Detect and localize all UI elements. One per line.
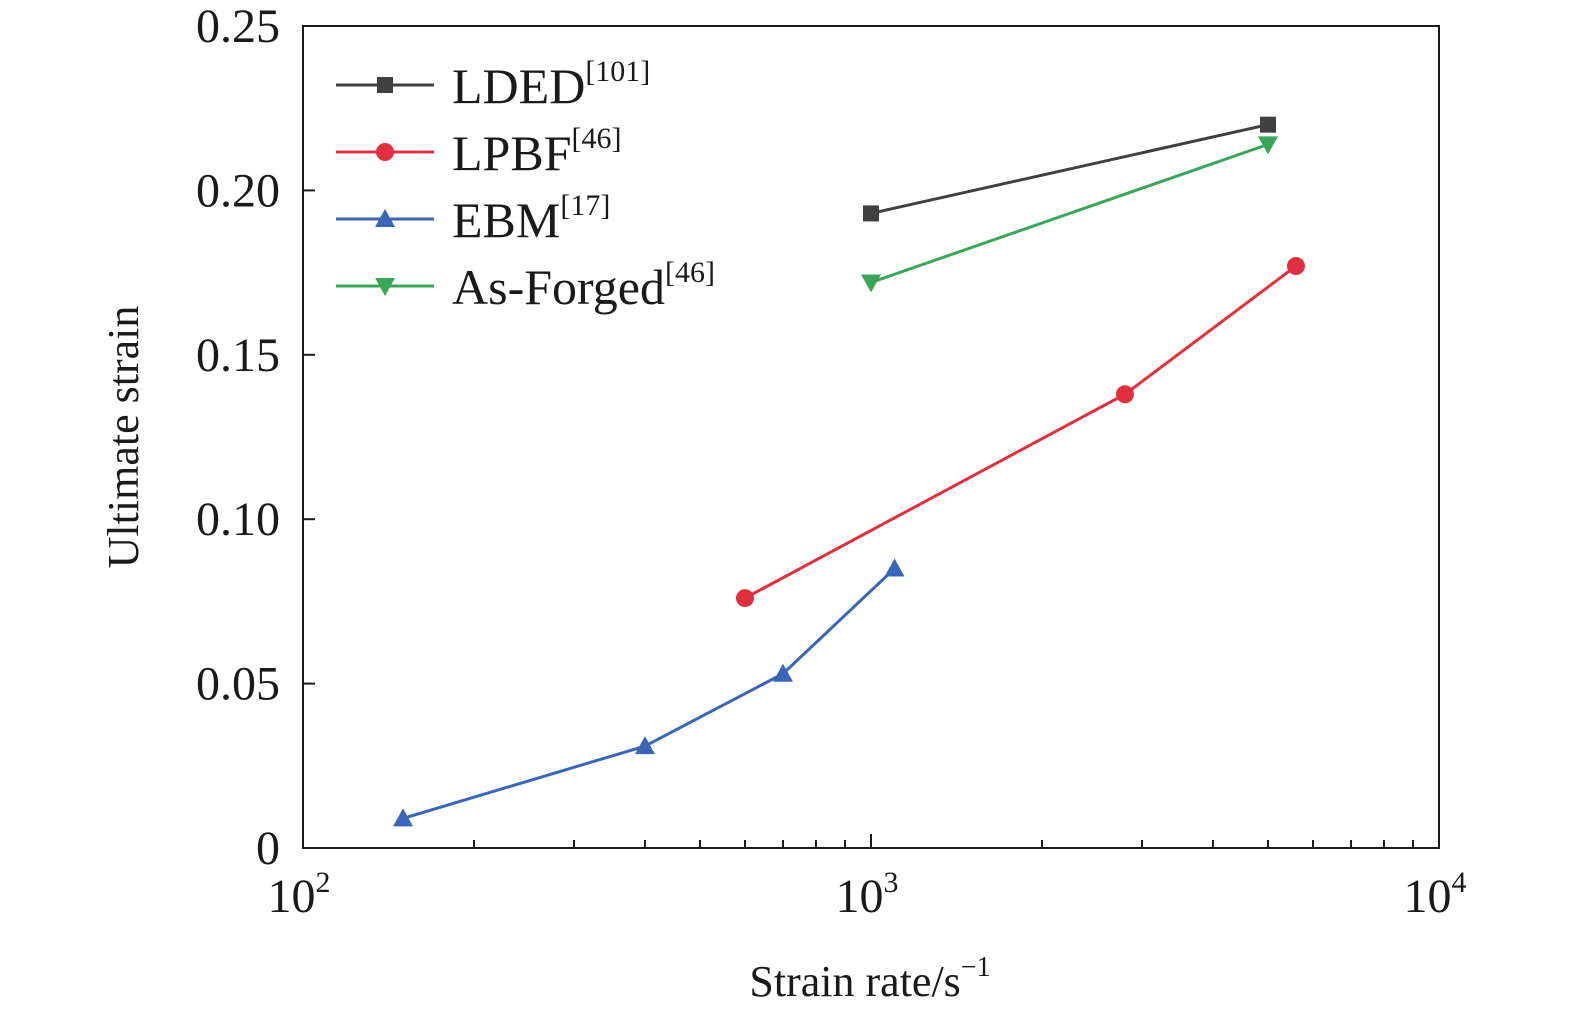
- legend-label-ref: [46]: [665, 256, 715, 289]
- legend-label-ref: [46]: [572, 122, 622, 155]
- legend-label-name: LPBF: [452, 125, 572, 181]
- legend-label-name: EBM: [452, 192, 560, 248]
- legend: LDED[101]LPBF[46]EBM[17]As-Forged[46]: [336, 55, 715, 315]
- data-point: [861, 274, 881, 293]
- data-point: [1260, 116, 1277, 133]
- y-tick-label: 0.10: [196, 493, 280, 546]
- series-line: [870, 142, 1269, 284]
- legend-marker: [377, 77, 393, 93]
- y-tick-label: 0: [256, 822, 280, 875]
- legend-item: LPBF[46]: [336, 122, 622, 181]
- series-ebm: [393, 558, 905, 827]
- legend-label: EBM[17]: [452, 189, 610, 248]
- legend-label-name: LDED: [452, 58, 585, 114]
- data-point: [773, 663, 794, 682]
- legend-item: As-Forged[46]: [336, 256, 715, 315]
- series-line: [870, 123, 1269, 215]
- series-line: [744, 264, 1297, 600]
- x-tick-label: 103: [836, 866, 899, 923]
- legend-label: As-Forged[46]: [452, 256, 715, 315]
- y-axis: 0 0.05 0.10 0.15 0.20 0.25: [196, 0, 315, 875]
- legend-label-name: As-Forged: [452, 259, 665, 315]
- data-point: [1286, 257, 1305, 276]
- x-tick-label-exponent: 2: [316, 866, 331, 899]
- data-point: [1258, 136, 1279, 155]
- x-axis-label-text: Strain rate/s: [749, 957, 960, 1006]
- legend-marker: [376, 143, 394, 161]
- y-tick-label: 0.05: [196, 658, 280, 711]
- x-tick-label-base: 10: [268, 870, 316, 923]
- legend-label-ref: [101]: [585, 55, 650, 88]
- series-layer: [393, 116, 1305, 827]
- data-point: [884, 558, 905, 577]
- series-lded: [863, 116, 1277, 222]
- data-point: [634, 736, 655, 755]
- x-tick-label: 104: [1404, 866, 1467, 923]
- y-axis-label: Ultimate strain: [99, 306, 148, 569]
- data-point: [735, 589, 754, 608]
- x-tick-label-exponent: 4: [1452, 866, 1467, 899]
- legend-item: LDED[101]: [336, 55, 650, 114]
- x-axis: 102 103 104: [268, 834, 1467, 923]
- series-line: [402, 567, 896, 820]
- legend-label: LDED[101]: [452, 55, 650, 114]
- legend-marker: [375, 278, 395, 296]
- data-point: [393, 808, 414, 827]
- x-tick-label-exponent: 3: [884, 866, 899, 899]
- x-tick-label-base: 10: [836, 870, 884, 923]
- data-point: [1115, 385, 1134, 404]
- x-axis-label-exponent: −1: [961, 952, 991, 983]
- data-point: [863, 205, 879, 222]
- legend-marker: [375, 209, 395, 227]
- series-lpbf: [735, 257, 1305, 608]
- legend-item: EBM[17]: [336, 189, 610, 248]
- x-tick-label-base: 10: [1404, 870, 1452, 923]
- legend-label-ref: [17]: [560, 189, 610, 222]
- y-tick-label: 0.15: [196, 329, 280, 382]
- x-axis-label: Strain rate/s−1: [749, 952, 990, 1006]
- x-tick-label: 102: [268, 866, 331, 923]
- series-as-forged: [861, 136, 1279, 293]
- y-tick-label: 0.20: [196, 164, 280, 217]
- legend-label: LPBF[46]: [452, 122, 622, 181]
- y-tick-label: 0.25: [196, 0, 280, 53]
